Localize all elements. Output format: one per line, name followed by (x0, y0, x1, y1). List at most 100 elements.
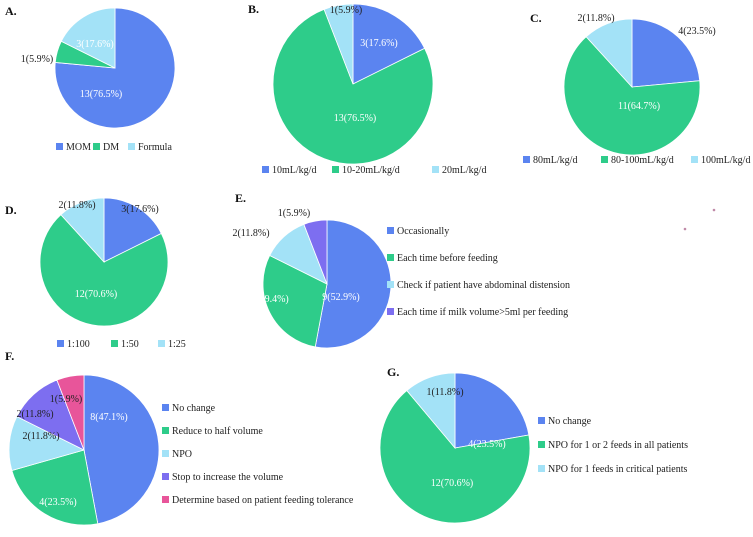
slice-value-label: 1(5.9%) (278, 208, 311, 219)
legend-label: No change (548, 416, 592, 427)
legend-swatch (162, 404, 169, 411)
stray-dot (683, 227, 687, 231)
pie-slice (11, 449, 99, 526)
legend-label: No change (172, 403, 216, 414)
legend-label: 10mL/kg/d (272, 165, 316, 176)
slice-value-label: 2(11.8%) (22, 431, 59, 442)
pie-slice (631, 18, 701, 88)
legend-label: Check if patient have abdominal distensi… (397, 280, 570, 291)
legend-swatch (56, 143, 63, 150)
legend-swatch (691, 156, 698, 163)
slice-value-label: 2(11.8%) (577, 13, 614, 24)
legend-swatch (57, 340, 64, 347)
slice-value-label: 5(29.4%) (251, 294, 289, 305)
pie-slice (303, 219, 328, 285)
pie-chart-2: C. 4(23.5%) 11(64.7%) 2(11.8%) 80mL/kg/d 80-1… (523, 11, 750, 166)
slice-value-label: 2(11.8%) (16, 409, 53, 420)
slice-value-label: 2(11.8%) (232, 228, 269, 239)
legend-label: 10-20mL/kg/d (342, 165, 400, 176)
pie-slice (39, 214, 169, 327)
slice-value-label: 2(11.8%) (58, 200, 95, 211)
panel-title: C. (530, 11, 542, 25)
legend-swatch (601, 156, 608, 163)
pie-chart-3: D. 3(17.6%) 12(70.6%) 2(11.8%) 1:100 1:50 1:25 (5, 197, 186, 350)
slice-value-label: 11(64.7%) (618, 101, 660, 112)
legend-label: Formula (138, 142, 172, 153)
legend-swatch (332, 166, 339, 173)
legend-swatch (387, 254, 394, 261)
legend-label: DM (103, 142, 119, 153)
slice-value-label: 9(52.9%) (322, 292, 360, 303)
pie-slice (585, 18, 633, 89)
legend-label: Each time if milk volume>5ml per feeding (397, 307, 568, 318)
legend-swatch (432, 166, 439, 173)
legend-label: Stop to increase the volume (172, 472, 284, 483)
legend-label: Occasionally (397, 226, 449, 237)
slice-value-label: 13(76.5%) (80, 89, 123, 100)
pie-slice (103, 197, 162, 263)
legend-swatch (162, 496, 169, 503)
legend-swatch (538, 465, 545, 472)
pie-slice (56, 374, 85, 451)
slice-value-label: 12(70.6%) (75, 289, 118, 300)
legend-swatch (162, 427, 169, 434)
pie-slice (60, 7, 116, 69)
legend-swatch (387, 281, 394, 288)
legend-swatch (523, 156, 530, 163)
slice-value-label: 4(23.5%) (39, 497, 77, 508)
slice-value-label: 1(5.9%) (50, 394, 83, 405)
panel-title: B. (248, 2, 259, 16)
pie-chart-0: A. 13(76.5%) 1(5.9%) 3(17.6%) MOM DM Formula (5, 4, 176, 153)
pie-slice (352, 3, 426, 85)
legend-swatch (538, 441, 545, 448)
slice-value-label: 1(11.8%) (426, 387, 463, 398)
pie-slice (272, 8, 434, 165)
pie-chart-6: G. 4(23.5%) 12(70.6%) 1(11.8%) No change NPO … (379, 365, 688, 524)
legend-label: NPO for 1 feeds in critical patients (548, 464, 688, 475)
legend-label: 80mL/kg/d (533, 155, 577, 166)
legend-label: Reduce to half volume (172, 426, 263, 437)
legend-label: NPO for 1 or 2 feeds in all patients (548, 440, 688, 451)
legend-label: NPO (172, 449, 192, 460)
panel-title: G. (387, 365, 399, 379)
slice-value-label: 1(5.9%) (21, 54, 54, 65)
legend-swatch (158, 340, 165, 347)
legend-label: 1:50 (121, 339, 139, 350)
legend-swatch (111, 340, 118, 347)
legend-label: 80-100mL/kg/d (611, 155, 674, 166)
pie-slice (60, 197, 105, 264)
pie-slice (406, 372, 456, 450)
panel-title: F. (5, 349, 14, 363)
legend-swatch (387, 227, 394, 234)
pie-chart-1: B. 3(17.6%) 13(76.5%) 1(5.9%) 10mL/kg/d 10-20… (248, 2, 486, 176)
pie-slice (563, 36, 701, 156)
pie-slice (83, 374, 160, 525)
legend-label: Determine based on patient feeding toler… (172, 495, 354, 506)
slice-value-label: 3(17.6%) (76, 39, 114, 50)
legend-label: MOM (66, 142, 91, 153)
pie-slice (54, 7, 176, 129)
pie-slice (379, 389, 531, 524)
legend-swatch (262, 166, 269, 173)
slice-value-label: 4(23.5%) (678, 26, 716, 37)
slice-value-label: 3(17.6%) (121, 204, 159, 215)
pie-chart-5: F. 8(47.1%) 4(23.5%) 2(11.8%) 2(11.8%) 1(5.9%… (5, 349, 354, 526)
slice-value-label: 13(76.5%) (334, 113, 377, 124)
stray-dot (712, 208, 716, 212)
legend-label: 20mL/kg/d (442, 165, 486, 176)
panel-title: E. (235, 191, 246, 205)
slice-value-label: 1(5.9%) (330, 5, 363, 16)
legend-label: Each time before feeding (397, 253, 498, 264)
legend-label: 1:100 (67, 339, 90, 350)
slice-value-label: 12(70.6%) (431, 478, 474, 489)
slice-value-label: 8(47.1%) (90, 412, 128, 423)
panel-title: D. (5, 203, 17, 217)
slice-value-label: 3(17.6%) (360, 38, 398, 49)
legend-swatch (162, 473, 169, 480)
pie-slice (262, 254, 328, 348)
legend-swatch (93, 143, 100, 150)
legend-swatch (162, 450, 169, 457)
legend-swatch (128, 143, 135, 150)
legend-label: 100mL/kg/d (701, 155, 750, 166)
